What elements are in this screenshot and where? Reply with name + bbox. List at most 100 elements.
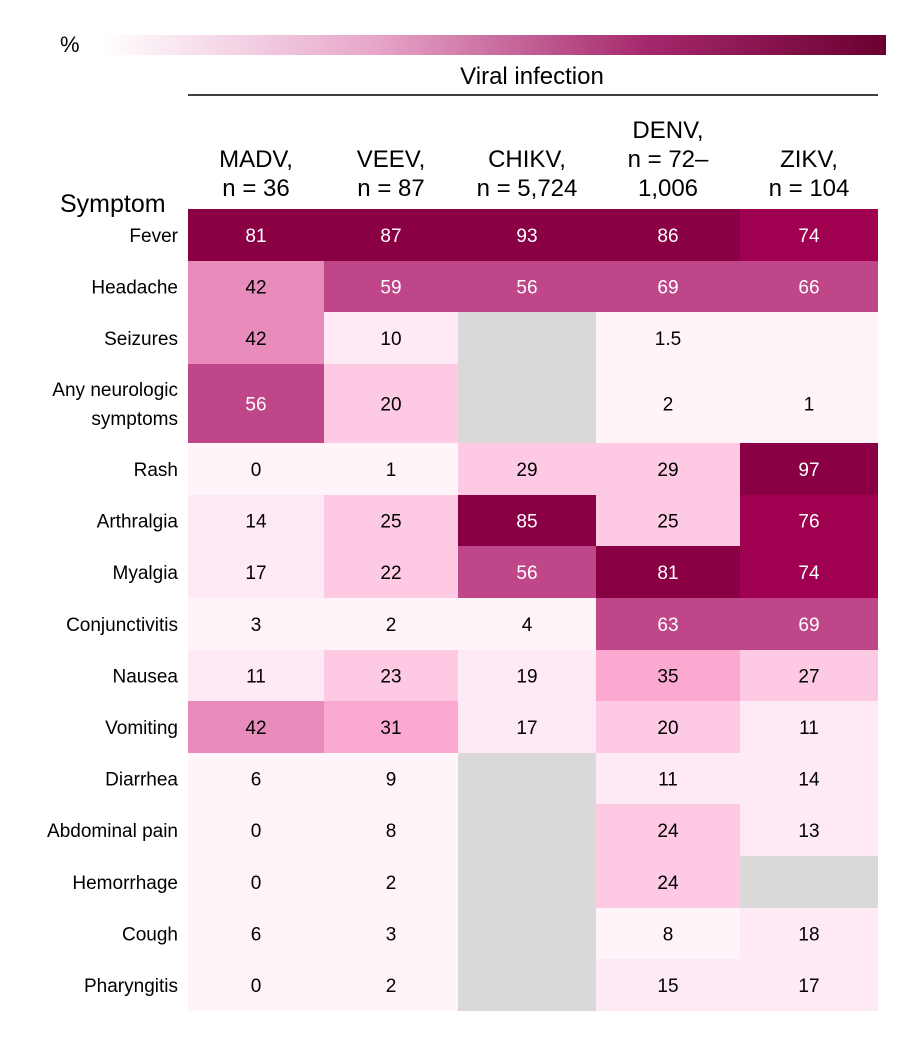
cell-value-label: 6 <box>251 925 262 946</box>
cell-value-label: 56 <box>245 395 266 416</box>
heatmap-cell <box>740 209 878 261</box>
cell-value-label: 20 <box>657 718 678 739</box>
column-header-line: n = 72– <box>628 146 709 173</box>
heatmap-cell <box>188 701 324 753</box>
cell-value-label: 87 <box>380 226 401 247</box>
row-label: Abdominal pain <box>47 821 178 842</box>
heatmap-cell <box>458 753 596 804</box>
column-group-label: Viral infection <box>460 63 604 90</box>
row-label: Vomiting <box>105 718 178 739</box>
cell-value-label: 0 <box>251 460 262 481</box>
heatmap-cell <box>596 701 740 753</box>
row-label: Any neurologic <box>52 380 178 401</box>
cell-value-label: 74 <box>798 226 820 247</box>
cell-value-label: 6 <box>251 770 262 791</box>
cell-value-label: 1 <box>386 460 397 481</box>
column-header-line: 1,006 <box>638 175 698 202</box>
column-header-line: n = 5,724 <box>477 175 578 202</box>
heatmap-cell <box>458 364 596 443</box>
cell-value-label: 18 <box>798 925 819 946</box>
heatmap-cell <box>458 546 596 598</box>
row-label: Cough <box>122 925 178 946</box>
heatmap-cell <box>324 261 458 312</box>
cell-value-label: 3 <box>386 925 397 946</box>
column-header-line: n = 87 <box>357 175 424 202</box>
heatmap-cell <box>740 856 878 908</box>
row-label: Seizures <box>104 329 178 350</box>
heatmap-cell <box>596 598 740 650</box>
cell-value-label: 11 <box>658 770 678 791</box>
row-label: Pharyngitis <box>84 976 178 997</box>
cell-value-label: 97 <box>798 460 819 481</box>
column-header-line: MADV, <box>219 146 293 173</box>
heatmap-cell <box>188 261 324 312</box>
heatmap-cell <box>740 650 878 701</box>
cell-value-label: 35 <box>657 667 678 688</box>
heatmap-cell <box>324 546 458 598</box>
cell-value-label: 66 <box>798 278 819 299</box>
cell-value-label: 81 <box>245 226 266 247</box>
column-header-4: ZIKV,n = 104 <box>769 146 850 202</box>
cell-value-label: 19 <box>516 667 537 688</box>
row-label: Myalgia <box>113 563 179 584</box>
heatmap-cell <box>458 209 596 261</box>
heatmap-cell <box>458 804 596 856</box>
cell-value-label: 42 <box>245 718 266 739</box>
cell-value-label: 29 <box>657 460 678 481</box>
heatmap-cell <box>740 959 878 1011</box>
heatmap-cell <box>458 495 596 546</box>
heatmap-cell <box>458 959 596 1011</box>
cell-value-label: 3 <box>251 615 262 636</box>
heatmap-cell <box>188 753 324 804</box>
cell-value-label: 15 <box>657 976 678 997</box>
cell-value-label: 22 <box>380 563 401 584</box>
heatmap-cell <box>458 908 596 959</box>
cell-value-label: 24 <box>657 873 679 894</box>
heatmap-cell <box>740 546 878 598</box>
cell-value-label: 0 <box>251 976 262 997</box>
cell-value-label: 9 <box>386 770 397 791</box>
heatmap-cell <box>458 856 596 908</box>
column-header-3: DENV,n = 72–1,006 <box>628 117 709 202</box>
heatmap-cell <box>188 856 324 908</box>
column-header-0: MADV,n = 36 <box>219 146 293 202</box>
cell-value-label: 11 <box>799 718 819 739</box>
cell-value-label: 17 <box>516 718 537 739</box>
color-scale-bar <box>100 35 886 55</box>
column-header-1: VEEV,n = 87 <box>357 146 426 202</box>
heatmap-cell <box>596 261 740 312</box>
cell-value-label: 11 <box>246 667 266 688</box>
heatmap-cell <box>324 959 458 1011</box>
row-label: Headache <box>91 278 178 299</box>
column-header-line: VEEV, <box>357 146 426 173</box>
column-headers: MADV,n = 36 VEEV,n = 87 CHIKV,n = 5,724 DEN… <box>219 117 849 202</box>
heatmap-cell <box>324 701 458 753</box>
heatmap-cell <box>596 856 740 908</box>
heatmap-cell <box>596 908 740 959</box>
heatmap-cell <box>188 546 324 598</box>
column-header-line: CHIKV, <box>488 146 566 173</box>
heatmap-cell <box>596 495 740 546</box>
heatmap-cell <box>740 495 878 546</box>
heatmap-cell <box>324 495 458 546</box>
heatmap-cell <box>740 443 878 495</box>
cell-value-label: 8 <box>386 821 397 842</box>
cell-value-label: 24 <box>657 821 679 842</box>
cell-value-label: 14 <box>798 770 820 791</box>
heatmap-cell <box>458 650 596 701</box>
cell-value-label: 86 <box>657 226 678 247</box>
column-header-line: n = 104 <box>769 175 850 202</box>
cell-value-label: 17 <box>245 563 266 584</box>
cell-value-label: 74 <box>798 563 820 584</box>
heatmap-cell <box>596 312 740 364</box>
heatmap-cell <box>596 804 740 856</box>
heatmap-cell <box>188 650 324 701</box>
cell-value-label: 10 <box>380 329 401 350</box>
heatmap-cell <box>324 908 458 959</box>
heatmap-cell <box>458 312 596 364</box>
heatmap-cell <box>324 598 458 650</box>
cell-value-label: 0 <box>251 821 262 842</box>
cell-value-label: 14 <box>245 512 267 533</box>
